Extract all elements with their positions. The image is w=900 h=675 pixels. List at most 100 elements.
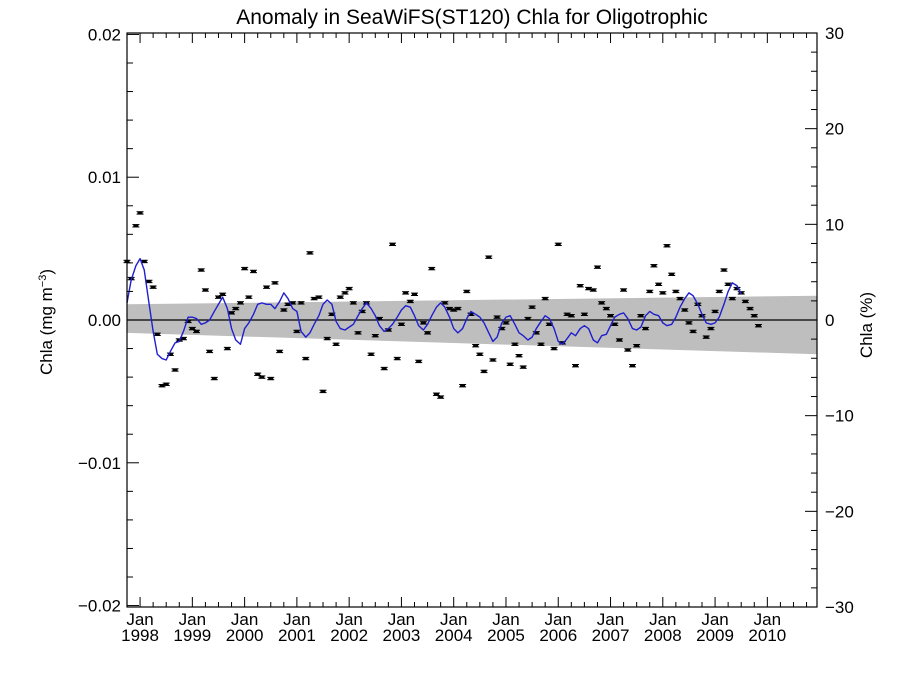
- monthly-point: [345, 286, 353, 291]
- monthly-point-marker: [233, 307, 239, 310]
- monthly-point-marker: [742, 300, 748, 303]
- monthly-point-marker: [337, 296, 343, 299]
- monthly-point-marker: [490, 358, 496, 361]
- monthly-point-marker: [486, 256, 492, 259]
- monthly-point: [236, 301, 244, 305]
- monthly-point-marker: [412, 293, 417, 296]
- monthly-point-marker: [573, 364, 578, 367]
- trend-confidence-band: [127, 295, 817, 355]
- x-tick-year: 2003: [383, 626, 421, 645]
- monthly-point-marker: [185, 320, 191, 323]
- right-tick-label: −10: [825, 407, 854, 426]
- monthly-point: [210, 376, 218, 381]
- monthly-point-marker: [634, 344, 640, 347]
- monthly-point-marker: [747, 307, 753, 310]
- x-tick-month: Jan: [283, 610, 310, 629]
- monthly-point: [214, 295, 222, 299]
- monthly-point: [323, 336, 331, 341]
- monthly-point-marker: [268, 377, 274, 380]
- x-axis: Jan1998Jan1999Jan2000Jan2001Jan2002Jan20…: [121, 33, 808, 645]
- monthly-point-marker: [703, 336, 709, 339]
- monthly-point-marker: [555, 243, 561, 246]
- monthly-point: [511, 342, 519, 346]
- monthly-point: [702, 335, 710, 339]
- y-axis-label-left-superscript: −3: [37, 275, 49, 288]
- monthly-point: [232, 306, 240, 311]
- monthly-point-marker: [651, 264, 657, 267]
- monthly-point-marker: [464, 290, 470, 293]
- monthly-point: [541, 296, 549, 301]
- monthly-point: [319, 389, 327, 394]
- monthly-point: [672, 289, 680, 294]
- monthly-point-marker: [503, 321, 509, 324]
- monthly-point-marker: [564, 313, 570, 316]
- monthly-point-marker: [394, 357, 400, 360]
- monthly-point: [615, 338, 623, 342]
- monthly-point: [271, 281, 279, 285]
- right-tick-label: 20: [825, 120, 844, 139]
- monthly-point: [336, 295, 344, 299]
- monthly-point: [659, 291, 667, 295]
- monthly-point: [620, 288, 628, 292]
- monthly-point-marker: [451, 309, 457, 312]
- monthly-point: [663, 244, 671, 248]
- monthly-points-layer: [123, 211, 762, 399]
- monthly-point: [602, 306, 610, 311]
- y-axis-label-right: Chla (%): [857, 292, 876, 358]
- monthly-point: [415, 359, 423, 364]
- right-y-axis: 30 20 10 0 −10 −20 −30: [805, 24, 854, 617]
- right-tick-label: 10: [825, 215, 844, 234]
- monthly-point-marker: [220, 293, 226, 296]
- monthly-point: [624, 348, 632, 352]
- monthly-point-marker: [420, 321, 426, 324]
- monthly-point: [633, 344, 641, 348]
- monthly-point: [537, 342, 545, 346]
- monthly-point-marker: [481, 370, 487, 373]
- monthly-point-marker: [350, 301, 356, 304]
- monthly-point-marker: [211, 377, 217, 380]
- monthly-point: [250, 269, 257, 274]
- x-tick-year: 2004: [435, 626, 473, 645]
- monthly-point: [349, 301, 357, 305]
- monthly-point: [162, 382, 170, 386]
- monthly-point-marker: [612, 323, 618, 326]
- monthly-point: [454, 306, 462, 311]
- monthly-point-marker: [438, 396, 444, 399]
- monthly-point-marker: [255, 373, 261, 376]
- x-tick-month: Jan: [179, 610, 206, 629]
- x-tick-year: 2002: [330, 626, 368, 645]
- monthly-point: [685, 321, 693, 325]
- monthly-point-marker: [473, 344, 479, 347]
- monthly-point: [315, 295, 323, 299]
- right-tick-label: −20: [825, 502, 854, 521]
- monthly-point-marker: [146, 280, 152, 283]
- monthly-point-marker: [499, 327, 505, 330]
- monthly-point: [593, 265, 601, 269]
- monthly-point: [528, 305, 536, 309]
- monthly-point: [132, 224, 140, 228]
- monthly-point: [258, 375, 266, 379]
- monthly-point: [589, 288, 597, 292]
- monthly-point-marker: [264, 286, 270, 289]
- monthly-point: [432, 392, 440, 396]
- monthly-point-marker: [416, 360, 422, 363]
- monthly-point: [402, 291, 410, 295]
- monthly-point: [437, 395, 445, 399]
- monthly-point: [302, 356, 310, 361]
- monthly-point-marker: [246, 296, 252, 299]
- monthly-point: [463, 289, 471, 294]
- monthly-point-marker: [303, 357, 309, 360]
- monthly-point-marker: [468, 313, 474, 316]
- monthly-point: [506, 362, 514, 366]
- monthly-point-marker: [180, 337, 186, 340]
- monthly-point-marker: [442, 301, 448, 304]
- monthly-point-marker: [398, 323, 404, 326]
- monthly-point-marker: [359, 310, 365, 313]
- monthly-point-marker: [529, 306, 535, 309]
- x-tick-year: 2007: [592, 626, 630, 645]
- monthly-point-marker: [333, 343, 339, 346]
- monthly-point-marker: [141, 260, 147, 263]
- monthly-point: [193, 329, 201, 334]
- left-tick-label: 0.00: [88, 311, 121, 330]
- monthly-point: [424, 331, 432, 335]
